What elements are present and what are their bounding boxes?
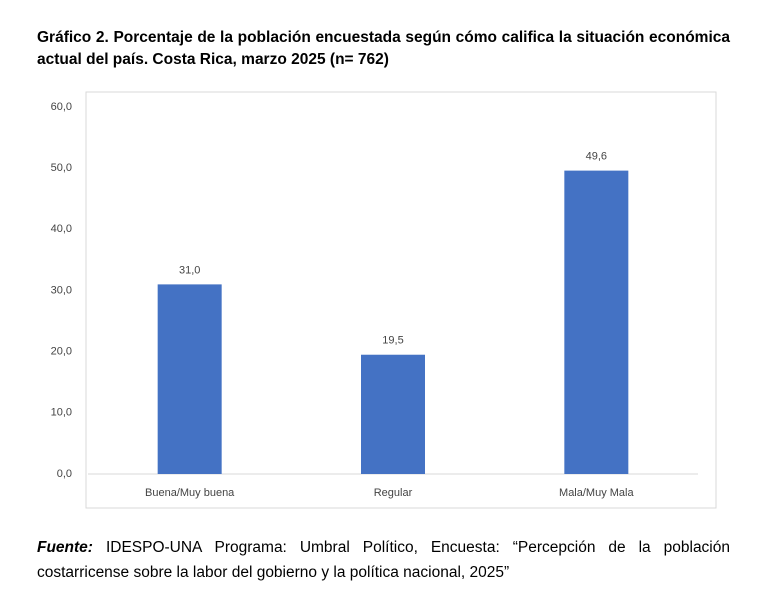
y-tick-label: 40,0: [51, 223, 72, 235]
x-tick-label: Mala/Muy Mala: [559, 487, 634, 499]
data-label: 19,5: [382, 335, 403, 347]
source-note: Fuente: IDESPO-UNA Programa: Umbral Polí…: [37, 535, 730, 585]
data-label: 31,0: [179, 264, 200, 276]
source-text: IDESPO-UNA Programa: Umbral Político, En…: [37, 539, 730, 581]
y-tick-label: 60,0: [51, 101, 72, 113]
data-label: 49,6: [586, 151, 607, 163]
x-tick-label: Regular: [374, 487, 413, 499]
bar: [157, 284, 222, 474]
x-tick-label: Buena/Muy buena: [145, 487, 235, 499]
y-tick-label: 10,0: [51, 407, 72, 419]
y-tick-label: 20,0: [51, 346, 72, 358]
bar: [564, 170, 629, 474]
chart-title: Gráfico 2. Porcentaje de la población en…: [37, 29, 730, 68]
y-tick-label: 0,0: [57, 468, 72, 480]
bar: [361, 354, 425, 474]
y-tick-label: 30,0: [51, 284, 72, 296]
y-tick-label: 50,0: [51, 162, 72, 174]
source-label: Fuente:: [37, 539, 93, 556]
